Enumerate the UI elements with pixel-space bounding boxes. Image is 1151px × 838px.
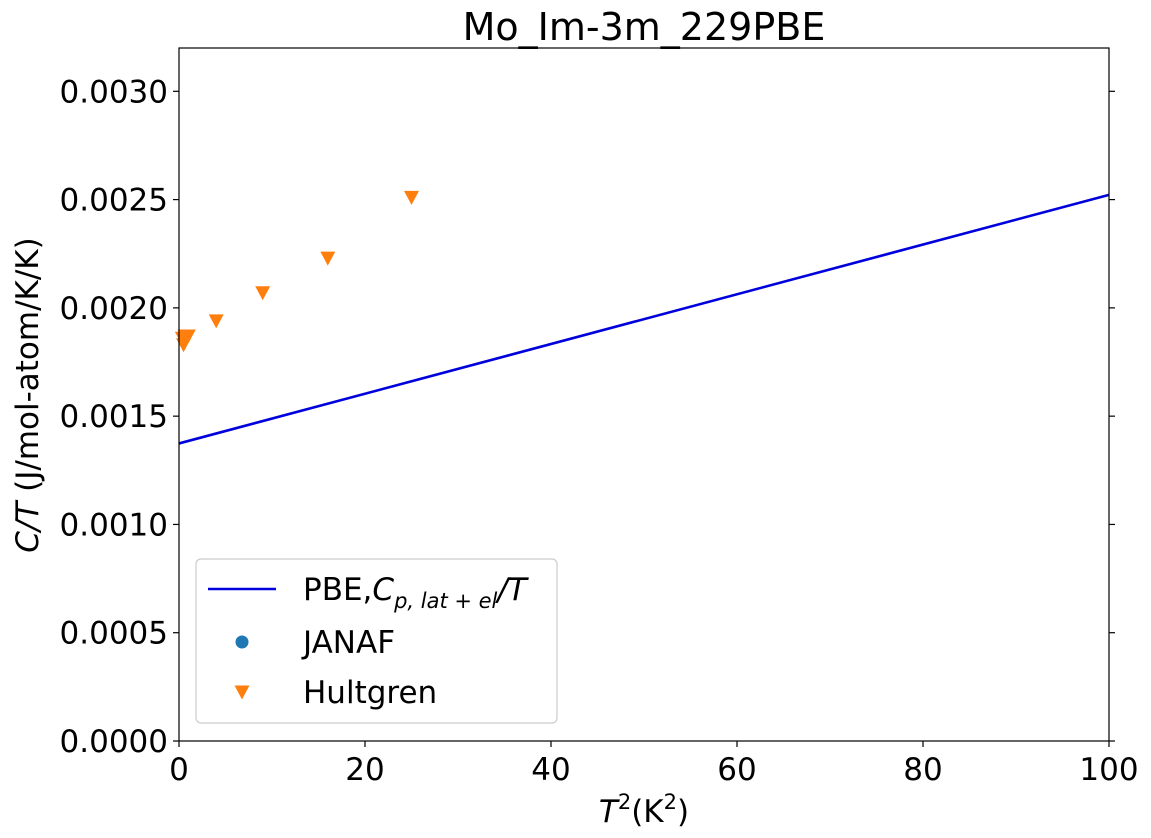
x-axis-label-sup: 2 <box>618 790 631 814</box>
plot-area <box>174 47 1110 742</box>
legend-label-prefix: Hultgren <box>303 675 437 711</box>
x-axis-label: T2(K2) <box>599 790 689 830</box>
legend-triangle-marker <box>234 685 250 700</box>
legend-label-prefix: PBE, <box>303 572 372 608</box>
y-axis-label-var: C/T <box>10 500 46 553</box>
y-tick-label: 0.0030 <box>60 74 168 110</box>
legend-label: JANAF <box>301 625 395 661</box>
hultgren-point <box>404 190 419 205</box>
legend-circle-marker <box>235 635 249 649</box>
hultgren-point <box>255 286 271 301</box>
legend: PBE,Cp, lat + el/T JANAF Hultgren <box>195 558 558 724</box>
hultgren-point <box>320 251 336 266</box>
y-tick-label: 0.0025 <box>60 183 168 219</box>
legend-label: PBE,Cp, lat + el/T <box>303 572 529 613</box>
x-tick-label: 60 <box>717 752 756 788</box>
hultgren-point <box>180 329 196 344</box>
y-tick-label: 0.0015 <box>60 399 168 435</box>
y-tick-label: 0.0010 <box>60 507 168 543</box>
x-axis-label-open: (K <box>631 794 664 830</box>
x-tick-label: 20 <box>345 752 384 788</box>
x-tick-label: 80 <box>903 752 942 788</box>
x-axis-label-unit-sup: 2 <box>664 790 677 814</box>
legend-frame <box>195 558 558 724</box>
legend-label-prefix: JANAF <box>301 625 395 661</box>
y-tick-label: 0.0000 <box>60 724 168 760</box>
series-line-0 <box>178 193 1110 445</box>
y-axis-label: C/T (J/mol-atom/K/K) <box>10 237 46 553</box>
legend-label: Hultgren <box>303 675 437 711</box>
y-tick-label: 0.0020 <box>60 291 168 327</box>
y-tick-label: 0.0005 <box>60 616 168 652</box>
y-axis-label-unit: (J/mol-atom/K/K) <box>10 237 46 501</box>
legend-label-main: C <box>372 572 394 608</box>
x-tick-label: 100 <box>1079 752 1138 788</box>
axis-ticks: 0 20 40 60 80 100 0.0000 0.0005 0.0010 0.0015 0.00… <box>60 74 1139 788</box>
chart-title: Mo_Im-3m_229PBE <box>463 5 826 49</box>
x-axis-label-base: T <box>599 794 620 830</box>
x-axis-label-close: ) <box>677 794 689 830</box>
hultgren-point <box>208 314 224 329</box>
legend-label-sub: p, lat + el <box>393 589 497 613</box>
legend-label-suffix: /T <box>494 572 528 608</box>
x-tick-label: 0 <box>169 752 189 788</box>
x-tick-label: 40 <box>531 752 570 788</box>
plot-frame <box>178 47 1110 742</box>
